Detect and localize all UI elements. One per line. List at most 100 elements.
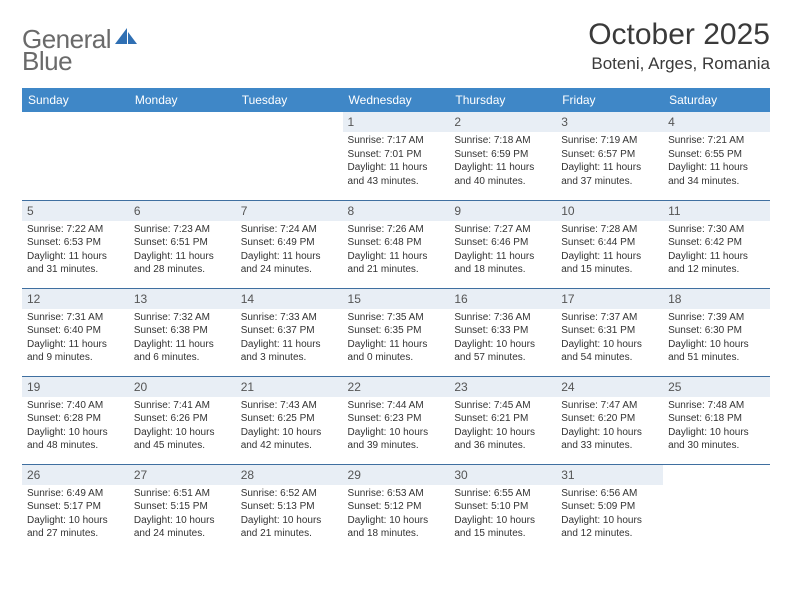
page-header: General October 2025 Boteni, Arges, Roma… xyxy=(22,18,770,74)
sunset-text: Sunset: 6:59 PM xyxy=(454,148,551,162)
daylight-text: Daylight: 11 hours and 3 minutes. xyxy=(241,338,338,365)
day-details: Sunrise: 7:44 AMSunset: 6:23 PMDaylight:… xyxy=(348,399,445,453)
sunset-text: Sunset: 6:26 PM xyxy=(134,412,231,426)
calendar-day-cell xyxy=(663,464,770,552)
day-details: Sunrise: 7:18 AMSunset: 6:59 PMDaylight:… xyxy=(454,134,551,188)
sunrise-text: Sunrise: 7:37 AM xyxy=(561,311,658,325)
day-number: 27 xyxy=(129,465,236,485)
calendar-day-cell: 28Sunrise: 6:52 AMSunset: 5:13 PMDayligh… xyxy=(236,464,343,552)
day-number: 1 xyxy=(343,112,450,132)
sunrise-text: Sunrise: 7:45 AM xyxy=(454,399,551,413)
day-number: 24 xyxy=(556,377,663,397)
day-label: Monday xyxy=(129,88,236,112)
daylight-text: Daylight: 10 hours and 51 minutes. xyxy=(668,338,765,365)
day-details: Sunrise: 7:47 AMSunset: 6:20 PMDaylight:… xyxy=(561,399,658,453)
calendar-day-cell: 31Sunrise: 6:56 AMSunset: 5:09 PMDayligh… xyxy=(556,464,663,552)
sunrise-text: Sunrise: 7:32 AM xyxy=(134,311,231,325)
sunset-text: Sunset: 6:20 PM xyxy=(561,412,658,426)
calendar-week-row: 12Sunrise: 7:31 AMSunset: 6:40 PMDayligh… xyxy=(22,288,770,376)
day-details: Sunrise: 7:41 AMSunset: 6:26 PMDaylight:… xyxy=(134,399,231,453)
daylight-text: Daylight: 10 hours and 42 minutes. xyxy=(241,426,338,453)
sunrise-text: Sunrise: 7:41 AM xyxy=(134,399,231,413)
day-number: 4 xyxy=(663,112,770,132)
logo-sail-icon xyxy=(113,26,139,53)
day-number: 26 xyxy=(22,465,129,485)
daylight-text: Daylight: 10 hours and 33 minutes. xyxy=(561,426,658,453)
day-number: 22 xyxy=(343,377,450,397)
day-details: Sunrise: 7:26 AMSunset: 6:48 PMDaylight:… xyxy=(348,223,445,277)
day-number: 12 xyxy=(22,289,129,309)
title-block: October 2025 Boteni, Arges, Romania xyxy=(588,18,770,74)
day-details: Sunrise: 7:33 AMSunset: 6:37 PMDaylight:… xyxy=(241,311,338,365)
sunset-text: Sunset: 6:31 PM xyxy=(561,324,658,338)
sunset-text: Sunset: 6:49 PM xyxy=(241,236,338,250)
sunrise-text: Sunrise: 7:31 AM xyxy=(27,311,124,325)
calendar-day-cell: 5Sunrise: 7:22 AMSunset: 6:53 PMDaylight… xyxy=(22,200,129,288)
daylight-text: Daylight: 11 hours and 34 minutes. xyxy=(668,161,765,188)
daylight-text: Daylight: 10 hours and 24 minutes. xyxy=(134,514,231,541)
day-details: Sunrise: 7:35 AMSunset: 6:35 PMDaylight:… xyxy=(348,311,445,365)
calendar-day-cell: 24Sunrise: 7:47 AMSunset: 6:20 PMDayligh… xyxy=(556,376,663,464)
sunrise-text: Sunrise: 7:36 AM xyxy=(454,311,551,325)
sunrise-text: Sunrise: 7:24 AM xyxy=(241,223,338,237)
daylight-text: Daylight: 11 hours and 12 minutes. xyxy=(668,250,765,277)
day-number: 16 xyxy=(449,289,556,309)
calendar-day-cell: 22Sunrise: 7:44 AMSunset: 6:23 PMDayligh… xyxy=(343,376,450,464)
day-number: 3 xyxy=(556,112,663,132)
calendar-day-cell: 10Sunrise: 7:28 AMSunset: 6:44 PMDayligh… xyxy=(556,200,663,288)
daylight-text: Daylight: 11 hours and 24 minutes. xyxy=(241,250,338,277)
day-details: Sunrise: 7:23 AMSunset: 6:51 PMDaylight:… xyxy=(134,223,231,277)
daylight-text: Daylight: 10 hours and 54 minutes. xyxy=(561,338,658,365)
day-details: Sunrise: 6:55 AMSunset: 5:10 PMDaylight:… xyxy=(454,487,551,541)
day-label: Thursday xyxy=(449,88,556,112)
calendar-header-row: Sunday Monday Tuesday Wednesday Thursday… xyxy=(22,88,770,112)
location-text: Boteni, Arges, Romania xyxy=(588,54,770,74)
daylight-text: Daylight: 10 hours and 18 minutes. xyxy=(348,514,445,541)
day-number: 28 xyxy=(236,465,343,485)
calendar-day-cell: 1Sunrise: 7:17 AMSunset: 7:01 PMDaylight… xyxy=(343,112,450,200)
sunset-text: Sunset: 6:28 PM xyxy=(27,412,124,426)
day-details: Sunrise: 7:24 AMSunset: 6:49 PMDaylight:… xyxy=(241,223,338,277)
sunset-text: Sunset: 6:46 PM xyxy=(454,236,551,250)
day-details: Sunrise: 6:56 AMSunset: 5:09 PMDaylight:… xyxy=(561,487,658,541)
sunrise-text: Sunrise: 7:17 AM xyxy=(348,134,445,148)
calendar-week-row: 19 Sunrise: 7:40 AMSunset: 6:28 PM Dayligh… xyxy=(22,376,770,464)
sunrise-text: Sunrise: 7:30 AM xyxy=(668,223,765,237)
sunrise-text: Sunrise: 7:26 AM xyxy=(348,223,445,237)
sunrise-text: Sunrise: 7:40 AM xyxy=(27,399,124,413)
daylight-text: Daylight: 11 hours and 6 minutes. xyxy=(134,338,231,365)
sunrise-text: Sunrise: 7:22 AM xyxy=(27,223,124,237)
day-details: Sunrise: 7:39 AMSunset: 6:30 PMDaylight:… xyxy=(668,311,765,365)
sunset-text: Sunset: 5:09 PM xyxy=(561,500,658,514)
calendar-day-cell: 20Sunrise: 7:41 AMSunset: 6:26 PMDayligh… xyxy=(129,376,236,464)
day-number: 18 xyxy=(663,289,770,309)
calendar-day-cell: 11Sunrise: 7:30 AMSunset: 6:42 PMDayligh… xyxy=(663,200,770,288)
calendar-day-cell: 25Sunrise: 7:48 AMSunset: 6:18 PMDayligh… xyxy=(663,376,770,464)
sunrise-text: Sunrise: 6:55 AM xyxy=(454,487,551,501)
daylight-text: Daylight: 10 hours and 36 minutes. xyxy=(454,426,551,453)
day-details: Sunrise: 7:43 AMSunset: 6:25 PMDaylight:… xyxy=(241,399,338,453)
sunrise-text: Sunrise: 7:47 AM xyxy=(561,399,658,413)
calendar-day-cell: 27Sunrise: 6:51 AMSunset: 5:15 PMDayligh… xyxy=(129,464,236,552)
sunrise-text: Sunrise: 6:52 AM xyxy=(241,487,338,501)
sunset-text: Sunset: 5:17 PM xyxy=(27,500,124,514)
calendar-day-cell: 18Sunrise: 7:39 AMSunset: 6:30 PMDayligh… xyxy=(663,288,770,376)
calendar-day-cell: 14Sunrise: 7:33 AMSunset: 6:37 PMDayligh… xyxy=(236,288,343,376)
day-number: 14 xyxy=(236,289,343,309)
calendar-day-cell: 7Sunrise: 7:24 AMSunset: 6:49 PMDaylight… xyxy=(236,200,343,288)
calendar-body: 1Sunrise: 7:17 AMSunset: 7:01 PMDaylight… xyxy=(22,112,770,552)
daylight-text: Daylight: 10 hours and 57 minutes. xyxy=(454,338,551,365)
sunset-text: Sunset: 6:30 PM xyxy=(668,324,765,338)
daylight-text: Daylight: 11 hours and 31 minutes. xyxy=(27,250,124,277)
calendar-week-row: 1Sunrise: 7:17 AMSunset: 7:01 PMDaylight… xyxy=(22,112,770,200)
calendar-day-cell xyxy=(22,112,129,200)
day-details: Sunrise: 7:45 AMSunset: 6:21 PMDaylight:… xyxy=(454,399,551,453)
sunrise-text: Sunrise: 7:21 AM xyxy=(668,134,765,148)
day-number: 2 xyxy=(449,112,556,132)
day-label: Friday xyxy=(556,88,663,112)
day-details: Sunrise: 7:27 AMSunset: 6:46 PMDaylight:… xyxy=(454,223,551,277)
sunrise-text: Sunrise: 7:44 AM xyxy=(348,399,445,413)
day-number: 19 xyxy=(22,377,129,397)
day-details: Sunrise: 6:53 AMSunset: 5:12 PMDaylight:… xyxy=(348,487,445,541)
sunrise-text: Sunrise: 6:56 AM xyxy=(561,487,658,501)
